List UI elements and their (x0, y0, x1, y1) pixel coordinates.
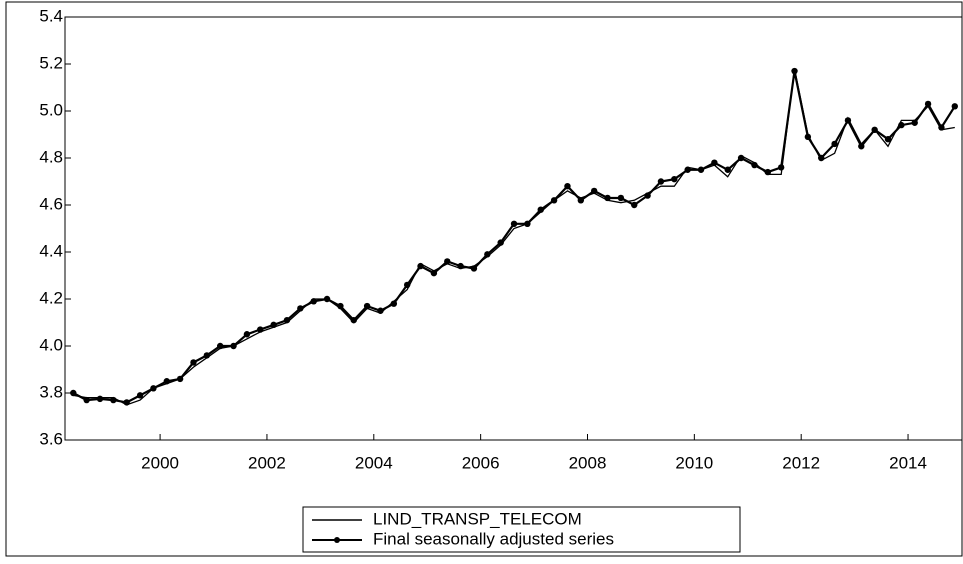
series-point (297, 305, 304, 312)
series-point (884, 136, 892, 143)
legend-label: LIND_TRANSP_TELECOM (373, 509, 582, 528)
series-point (791, 67, 798, 75)
series-point (363, 302, 371, 310)
series-point (524, 220, 531, 227)
series-point (924, 100, 932, 108)
y-tick-label: 3.6 (39, 429, 63, 448)
series-point (818, 154, 825, 162)
series-point (230, 342, 237, 350)
series-point (671, 175, 678, 183)
y-tick-label: 5.0 (39, 100, 63, 119)
series-point (711, 159, 718, 166)
series-point (484, 251, 491, 258)
series-point (337, 302, 344, 310)
y-tick-label: 5.4 (39, 6, 63, 25)
series-point (377, 307, 384, 314)
x-tick-label: 2002 (248, 453, 286, 472)
series-point (216, 342, 224, 350)
series-point (617, 194, 625, 202)
y-tick-label: 4.8 (39, 147, 63, 166)
y-tick-label: 4.2 (39, 288, 63, 307)
chart-frame (5, 1, 963, 557)
series-point (871, 126, 878, 133)
series-point (430, 269, 438, 277)
series-point (604, 194, 611, 202)
series-point (657, 178, 665, 185)
series-point (764, 168, 772, 176)
series-point (737, 154, 745, 162)
legend-box (302, 506, 741, 553)
series-point (644, 192, 651, 199)
series-point (724, 166, 731, 173)
series-point (537, 206, 544, 213)
series-point (444, 258, 451, 265)
series-point (777, 164, 785, 171)
series-point (804, 133, 812, 141)
series-point (564, 183, 571, 190)
series-point (577, 197, 585, 204)
series-point (898, 121, 905, 129)
series-point (203, 352, 211, 359)
series-point (70, 389, 77, 397)
series-point (697, 166, 705, 173)
series-point (403, 281, 411, 289)
series-point (243, 331, 251, 338)
series-point (457, 262, 464, 270)
series-point (590, 187, 598, 195)
series-point (96, 395, 104, 403)
x-tick-label: 2012 (782, 453, 820, 472)
y-tick-label: 3.8 (39, 382, 63, 401)
series-point (550, 197, 558, 204)
series-point (150, 385, 157, 392)
series-point (123, 399, 130, 406)
series-point (844, 117, 852, 124)
x-tick-label: 2000 (141, 453, 179, 472)
series-point (270, 321, 277, 329)
series-point (83, 396, 90, 404)
plot-frame (64, 16, 963, 441)
x-tick-label: 2006 (462, 453, 500, 472)
series-point (136, 392, 144, 399)
series-point (510, 220, 518, 227)
series-point (911, 119, 918, 126)
series-point (951, 103, 958, 110)
series-point (257, 326, 264, 333)
series-point (938, 124, 945, 131)
series-point (350, 316, 357, 324)
y-tick-label: 4.0 (39, 335, 63, 354)
y-tick-label: 4.6 (39, 194, 63, 213)
x-tick-label: 2004 (355, 453, 393, 472)
series-point (163, 378, 170, 385)
series-point (323, 295, 331, 303)
y-tick-label: 5.2 (39, 53, 63, 72)
series-point (310, 298, 317, 305)
series-point (283, 316, 291, 324)
x-tick-label: 2008 (569, 453, 607, 472)
series-point (684, 166, 691, 173)
series-point (417, 262, 424, 270)
series-point (110, 396, 117, 404)
x-tick-label: 2010 (675, 453, 713, 472)
series-point (497, 239, 504, 246)
y-tick-label: 4.4 (39, 241, 63, 260)
legend-label: Final seasonally adjusted series (373, 529, 614, 548)
series-point (390, 300, 398, 307)
series-point (631, 201, 638, 209)
series-point (176, 375, 184, 383)
series-point (751, 161, 758, 169)
series-point (190, 359, 197, 366)
x-tick-label: 2014 (889, 453, 927, 472)
series-point (831, 140, 838, 148)
series-point (470, 265, 478, 272)
series-point (858, 143, 865, 150)
legend-marker (334, 537, 340, 543)
